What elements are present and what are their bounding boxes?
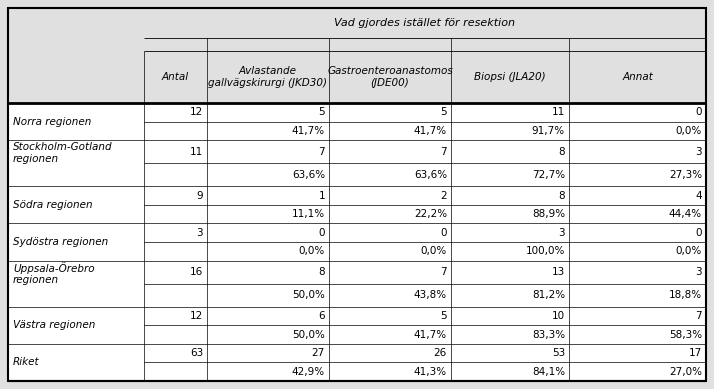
Text: 84,1%: 84,1% [532,367,565,377]
Text: Biopsi (JLA20): Biopsi (JLA20) [474,72,545,82]
Text: 7: 7 [695,311,702,321]
Text: 12: 12 [190,311,203,321]
Text: 41,7%: 41,7% [414,330,447,340]
Text: Uppsala-Örebro
regionen: Uppsala-Örebro regionen [13,262,95,285]
Text: 5: 5 [441,107,447,117]
Text: 43,8%: 43,8% [414,290,447,300]
Bar [8,307,706,344]
Text: 100,0%: 100,0% [526,246,565,256]
Text: 5: 5 [441,311,447,321]
Text: Södra regionen: Södra regionen [13,200,93,210]
Text: Riket: Riket [13,357,39,368]
Bar [8,103,706,381]
Bar [8,261,706,307]
Text: 41,3%: 41,3% [414,367,447,377]
Text: 0: 0 [318,228,325,238]
Text: 0,0%: 0,0% [675,126,702,136]
Text: 0: 0 [441,228,447,238]
Bar [8,140,706,186]
Text: Sydöstra regionen: Sydöstra regionen [13,237,109,247]
Text: 16: 16 [190,267,203,277]
Text: 6: 6 [318,311,325,321]
Text: 3: 3 [558,228,565,238]
Text: 27: 27 [312,348,325,358]
Text: 9: 9 [196,191,203,201]
Text: 8: 8 [558,147,565,157]
Text: 81,2%: 81,2% [532,290,565,300]
Text: Västra regionen: Västra regionen [13,321,96,331]
Bar [8,344,706,381]
Text: 8: 8 [318,267,325,277]
Text: 50,0%: 50,0% [292,330,325,340]
Text: 91,7%: 91,7% [532,126,565,136]
Text: Stockholm-Gotland
regionen: Stockholm-Gotland regionen [13,142,113,164]
Text: 53: 53 [552,348,565,358]
Text: 0,0%: 0,0% [675,246,702,256]
Text: 27,0%: 27,0% [669,367,702,377]
Text: 0,0%: 0,0% [421,246,447,256]
Text: 11: 11 [190,147,203,157]
Text: 17: 17 [689,348,702,358]
Text: 22,2%: 22,2% [414,209,447,219]
Text: 41,7%: 41,7% [292,126,325,136]
Text: 11,1%: 11,1% [292,209,325,219]
Bar [8,103,706,140]
Text: 10: 10 [552,311,565,321]
Text: 1: 1 [318,191,325,201]
Text: 0: 0 [695,107,702,117]
Text: 3: 3 [695,147,702,157]
Text: 12: 12 [190,107,203,117]
Text: 27,3%: 27,3% [669,170,702,180]
Text: 72,7%: 72,7% [532,170,565,180]
Text: 63,6%: 63,6% [414,170,447,180]
Text: Avlastande
gallvägskirurgi (JKD30): Avlastande gallvägskirurgi (JKD30) [208,66,328,88]
Text: 58,3%: 58,3% [669,330,702,340]
Text: 50,0%: 50,0% [292,290,325,300]
Text: 2: 2 [441,191,447,201]
Text: 63,6%: 63,6% [292,170,325,180]
Text: 42,9%: 42,9% [292,367,325,377]
Text: 13: 13 [552,267,565,277]
Bar [8,224,706,261]
Text: Gastroenteroanastomos
(JDE00): Gastroenteroanastomos (JDE00) [327,66,453,88]
Text: 41,7%: 41,7% [414,126,447,136]
Text: 0: 0 [695,228,702,238]
Text: 88,9%: 88,9% [532,209,565,219]
Text: 7: 7 [318,147,325,157]
Text: Vad gjordes istället för resektion: Vad gjordes istället för resektion [334,18,516,28]
Text: 83,3%: 83,3% [532,330,565,340]
Text: 5: 5 [318,107,325,117]
Text: 4: 4 [695,191,702,201]
Text: 11: 11 [552,107,565,117]
Text: 63: 63 [190,348,203,358]
Text: 7: 7 [441,267,447,277]
Text: 3: 3 [695,267,702,277]
Text: Norra regionen: Norra regionen [13,117,91,126]
Text: 18,8%: 18,8% [669,290,702,300]
Text: Annat: Annat [622,72,653,82]
Text: 0,0%: 0,0% [298,246,325,256]
Text: 7: 7 [441,147,447,157]
Text: 26: 26 [433,348,447,358]
Bar [8,186,706,224]
Text: 44,4%: 44,4% [669,209,702,219]
Text: Antal: Antal [162,72,189,82]
Text: 8: 8 [558,191,565,201]
Text: 3: 3 [196,228,203,238]
